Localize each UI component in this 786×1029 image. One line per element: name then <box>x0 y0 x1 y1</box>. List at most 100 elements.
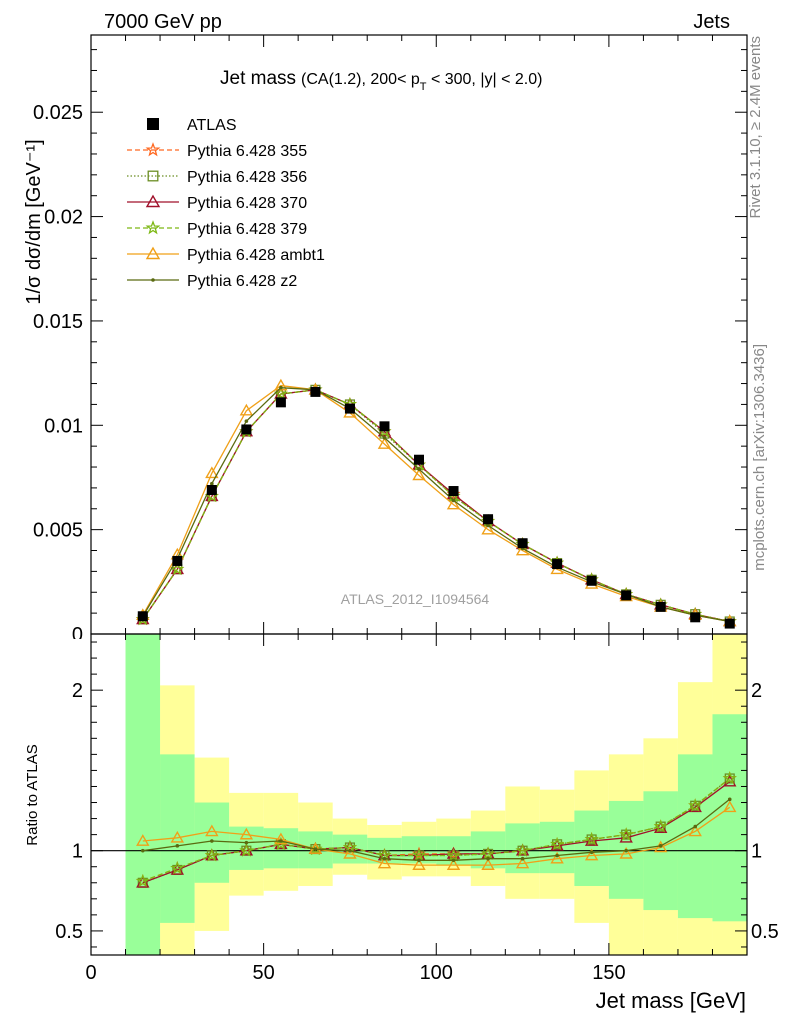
ratio-series-point <box>550 837 565 851</box>
header-right: Jets <box>693 11 730 33</box>
ratio-series-point <box>412 858 426 870</box>
main-series-line <box>142 389 730 623</box>
ratio-series-5 <box>140 797 732 863</box>
ratio-series-point <box>515 843 530 857</box>
ratio-series-point <box>244 840 249 845</box>
x-tick-label: 0 <box>85 962 96 984</box>
atlas-data-point <box>552 559 563 570</box>
main-series-point <box>417 467 421 471</box>
main-series-2 <box>136 382 737 627</box>
main-y-tick-label: 0.005 <box>33 520 83 542</box>
x-tick-label: 50 <box>253 962 275 984</box>
ratio-series-point <box>619 827 634 841</box>
ratio-series-point <box>451 858 456 863</box>
ratio-series-point <box>175 844 180 848</box>
ratio-series-point <box>584 832 599 846</box>
main-series-point <box>377 437 392 449</box>
legend-label: Pythia 6.428 z2 <box>187 273 297 290</box>
ratio-series-point <box>377 856 392 869</box>
atlas-data-point <box>690 612 701 623</box>
main-series-point <box>274 378 288 391</box>
ratio-series-point <box>446 858 461 870</box>
chart-subtitle-sub: T <box>420 81 427 93</box>
ratio-series <box>135 771 737 888</box>
ratio-series-point <box>140 848 145 853</box>
ratio-uncertainty-bands <box>91 634 747 955</box>
atlas-data-point <box>137 611 148 622</box>
atlas-data-point <box>621 590 632 601</box>
ratio-series-point <box>515 856 530 869</box>
legend: ATLAS Pythia 6.428 355 Pythia 6.428 356 Pyt… <box>127 117 325 290</box>
ratio-series-point <box>520 856 525 861</box>
main-y-tick-label-zero: 0 <box>72 624 83 646</box>
main-series-line <box>142 389 730 623</box>
ratio-series-point <box>658 844 663 848</box>
main-series <box>135 378 737 629</box>
atlas-data-point <box>655 601 666 612</box>
main-y-tick-label: 0.01 <box>44 415 83 437</box>
ratio-series-point <box>239 827 254 840</box>
main-series-4 <box>136 378 737 627</box>
main-series-point <box>205 466 219 479</box>
ratio-series-line <box>142 806 731 866</box>
ratio-series-point <box>486 856 490 861</box>
ratio-series-point <box>170 860 185 875</box>
ratio-y-tick-label-left: 2 <box>72 680 83 702</box>
ratio-series-point <box>239 843 254 857</box>
ratio-series-point <box>589 850 594 855</box>
main-series-0 <box>135 382 737 628</box>
main-series-point <box>239 403 254 416</box>
main-series-point <box>446 497 461 510</box>
main-series-3 <box>135 382 737 628</box>
ratio-series-point <box>619 846 633 859</box>
ratio-series-point <box>727 797 732 802</box>
atlas-data-point <box>483 514 494 525</box>
ratio-series-point <box>170 830 185 843</box>
x-tick-label: 100 <box>420 962 453 984</box>
chart-title-main: Jet mass <box>220 68 296 89</box>
band-inner-bin <box>125 634 161 955</box>
ratio-series-4 <box>136 800 737 870</box>
ratio-series-point <box>279 839 283 843</box>
ratio-y-tick-label-left: 1 <box>72 841 83 863</box>
atlas-data-point <box>310 386 321 397</box>
main-series-point <box>451 498 456 503</box>
ratio-series-point <box>274 832 288 845</box>
main-series-point <box>481 522 495 535</box>
legend-label: Pythia 6.428 370 <box>187 195 307 212</box>
atlas-data-point <box>241 424 252 435</box>
rivet-label: Rivet 3.1.10, ≥ 2.4M events <box>747 36 764 219</box>
legend-marker <box>145 246 161 260</box>
legend-label: Pythia 6.428 379 <box>187 221 307 238</box>
main-series-point <box>244 419 249 423</box>
main-series-1 <box>137 384 735 627</box>
ratio-series-point <box>343 846 357 859</box>
ratio-series-point <box>417 858 421 863</box>
ratio-series-line <box>142 781 731 884</box>
main-series-5 <box>140 385 732 624</box>
plot-frames <box>90 34 748 956</box>
ratio-y-tick-label-right: 1 <box>751 841 762 863</box>
main-series-line <box>142 389 730 623</box>
ratio-series-point <box>550 851 564 864</box>
mcplots-label: mcplots.cern.ch [arXiv:1306.3436] <box>751 344 768 571</box>
ratio-y-tick-label-right: 0.5 <box>751 921 779 943</box>
main-series-line <box>142 384 730 623</box>
legend-label-atlas: ATLAS <box>187 117 237 134</box>
ratio-series-point <box>722 771 737 785</box>
x-axis-label: Jet mass [GeV] <box>596 988 746 1013</box>
main-y-axis-label: 1/σ dσ/dm [GeV⁻¹] <box>23 139 45 304</box>
legend-marker <box>147 170 159 182</box>
ratio-series-point <box>481 858 495 870</box>
main-series-line <box>142 387 730 623</box>
ratio-series-point <box>653 819 668 833</box>
atlas-data-point <box>206 484 217 495</box>
main-series-point <box>382 436 387 440</box>
main-y-tick-label: 0.02 <box>44 207 83 229</box>
ratio-series-point <box>205 824 219 837</box>
ratio-y-tick-label-left: 0.5 <box>55 921 83 943</box>
ratio-series-point <box>348 848 352 853</box>
main-series-point <box>170 562 185 575</box>
